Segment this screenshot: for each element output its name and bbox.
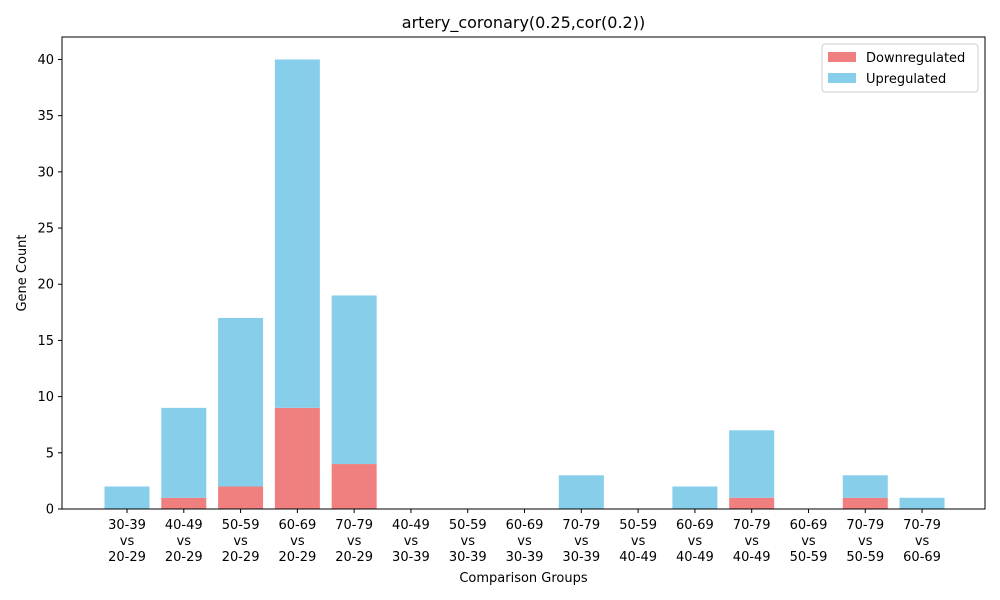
legend-label-downregulated: Downregulated	[866, 51, 965, 66]
bar-upregulated-11	[729, 430, 775, 498]
x-tick-label: 50-59 vs 30-39	[449, 518, 487, 565]
legend-swatch-downregulated	[828, 52, 856, 62]
bars-layer	[104, 59, 945, 509]
y-tick-label: 0	[46, 503, 54, 518]
y-tick-label: 10	[37, 390, 54, 405]
bar-upregulated-10	[672, 486, 718, 509]
x-tick-label: 40-49 vs 20-29	[165, 518, 203, 565]
plot-frame	[61, 36, 986, 510]
bar-upregulated-3	[274, 59, 320, 408]
bar-upregulated-1	[161, 407, 207, 498]
bar-downregulated-3	[274, 407, 320, 509]
y-axis-label: Gene Count	[15, 234, 30, 311]
bar-upregulated-14	[899, 497, 945, 509]
x-tick-label: 60-69 vs 40-49	[676, 518, 714, 565]
bar-upregulated-0	[104, 486, 150, 509]
y-tick-label: 40	[37, 53, 54, 68]
bar-upregulated-13	[842, 475, 888, 498]
x-tick-label: 70-79 vs 40-49	[733, 518, 771, 565]
y-tick-label: 35	[37, 109, 54, 124]
x-tick-label: 70-79 vs 20-29	[335, 518, 373, 565]
legend-label-upregulated: Upregulated	[866, 72, 946, 87]
bar-downregulated-13	[842, 497, 888, 509]
bar-upregulated-4	[331, 295, 377, 465]
x-tick-label: 60-69 vs 30-39	[506, 518, 544, 565]
y-axis-ticks: 0 5 10 15 20 25 30 35 40	[37, 53, 62, 518]
x-axis-label: Comparison Groups	[459, 571, 588, 586]
x-tick-label: 40-49 vs 30-39	[392, 518, 430, 565]
legend: Downregulated Upregulated	[821, 43, 979, 93]
chart-title: artery_coronary(0.25,cor(0.2))	[402, 13, 645, 33]
x-tick-label: 50-59 vs 20-29	[222, 518, 260, 565]
x-tick-label: 70-79 vs 30-39	[562, 518, 600, 565]
bar-upregulated-8	[558, 475, 604, 509]
x-tick-label: 30-39 vs 20-29	[108, 518, 146, 565]
x-tick-label: 60-69 vs 50-59	[790, 518, 828, 565]
bar-downregulated-4	[331, 464, 377, 509]
legend-swatch-upregulated	[828, 73, 856, 83]
legend-box	[821, 43, 979, 93]
x-tick-label: 70-79 vs 50-59	[846, 518, 884, 565]
y-tick-label: 5	[46, 446, 54, 461]
y-tick-label: 20	[37, 278, 54, 293]
x-axis-ticks: 30-39 vs 20-29 40-49 vs 20-29 50-59 vs 20-29 60-6…	[108, 509, 941, 565]
bar-downregulated-11	[729, 497, 775, 509]
bar-upregulated-2	[218, 317, 264, 487]
bar-downregulated-2	[218, 486, 264, 509]
x-tick-label: 70-79 vs 60-69	[903, 518, 941, 565]
y-tick-label: 30	[37, 165, 54, 180]
x-tick-label: 60-69 vs 20-29	[278, 518, 316, 565]
bar-downregulated-1	[161, 497, 207, 509]
y-tick-label: 25	[37, 222, 54, 237]
y-tick-label: 15	[37, 334, 54, 349]
x-tick-label: 50-59 vs 40-49	[619, 518, 657, 565]
